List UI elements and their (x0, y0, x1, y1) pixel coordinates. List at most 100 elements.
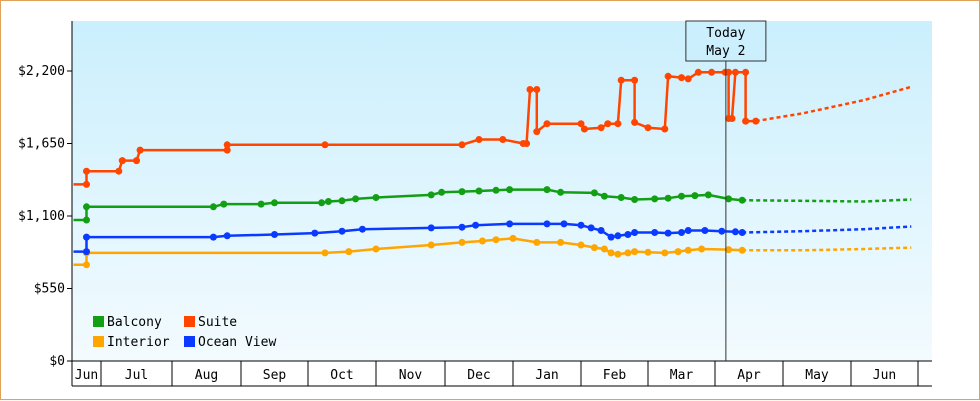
series-projection (755, 85, 912, 123)
data-point (684, 246, 692, 254)
data-point (664, 194, 672, 202)
data-point (83, 261, 90, 269)
axes: $0 $550 $1,100 $1,650 $2,200 Jun Jul Aug Sep Oct N… (18, 21, 932, 387)
x-tick-label: Jun (75, 368, 98, 383)
data-point (617, 194, 625, 201)
data-point (352, 195, 360, 203)
data-point (311, 229, 319, 237)
data-point (427, 224, 435, 232)
data-point (557, 188, 565, 196)
data-point (631, 248, 639, 256)
data-point (543, 186, 551, 194)
data-point (577, 120, 585, 128)
series-projection (742, 246, 912, 252)
legend-swatch (93, 336, 104, 347)
data-point (651, 195, 659, 203)
data-point (587, 224, 595, 232)
today-date: May 2 (706, 44, 745, 59)
legend-swatch (93, 316, 104, 327)
data-point (533, 86, 541, 93)
data-point (624, 249, 632, 257)
data-point (438, 188, 446, 196)
data-point (701, 227, 709, 234)
data-point (607, 233, 615, 241)
data-point (506, 186, 514, 194)
data-point (752, 117, 760, 125)
data-point (83, 216, 90, 224)
legend-label: Ocean View (198, 335, 276, 350)
data-point (725, 246, 733, 254)
data-point (577, 221, 585, 229)
data-point (543, 120, 551, 128)
data-point (631, 196, 639, 203)
y-tick-label: $1,100 (18, 209, 65, 224)
data-point (533, 238, 541, 246)
data-point (338, 197, 346, 205)
data-point (83, 180, 90, 188)
data-point (427, 191, 435, 199)
data-point (691, 192, 699, 200)
data-point (427, 241, 435, 249)
data-point (725, 68, 733, 76)
data-point (678, 74, 685, 82)
y-tick-label: $2,200 (18, 64, 65, 79)
legend: Balcony Suite Interior Ocean View (93, 315, 276, 350)
data-point (506, 220, 514, 228)
today-box (685, 20, 767, 62)
data-point (600, 245, 608, 253)
data-point (372, 194, 380, 201)
data-point (728, 115, 736, 122)
series-projection (742, 225, 912, 234)
data-point (684, 227, 692, 234)
data-point (257, 200, 265, 208)
data-point (708, 68, 716, 76)
data-point (223, 232, 231, 240)
data-point (631, 229, 639, 236)
data-point (458, 141, 466, 149)
data-point (526, 86, 534, 93)
legend-swatch (184, 336, 195, 347)
data-point (271, 199, 278, 207)
data-point (742, 117, 750, 125)
data-point (557, 238, 565, 246)
legend-item-suite: Suite (184, 315, 237, 330)
data-point (209, 203, 217, 211)
data-point (614, 232, 622, 240)
data-point (136, 146, 144, 154)
x-tick-label: Mar (670, 368, 694, 383)
data-point (472, 221, 480, 229)
data-point (738, 196, 746, 204)
data-point (614, 120, 622, 128)
data-point (704, 191, 712, 199)
legend-label: Suite (198, 315, 237, 330)
data-point (694, 68, 702, 76)
y-tick-label: $550 (34, 282, 65, 297)
series-interior (73, 234, 912, 269)
data-point (577, 241, 585, 249)
data-point (674, 248, 682, 256)
data-point (499, 136, 507, 143)
data-point (358, 225, 366, 233)
x-tick-label: Apr (737, 368, 761, 383)
x-tick-label: Nov (399, 368, 423, 383)
data-point (83, 167, 90, 175)
x-tick-label: Jan (535, 368, 558, 383)
data-point (631, 76, 639, 84)
data-point (580, 125, 588, 133)
data-point (698, 245, 706, 253)
series-projection (742, 198, 912, 203)
data-point (600, 192, 608, 200)
today-marker: Today May 2 (685, 20, 767, 361)
data-point (738, 246, 746, 254)
data-point (661, 125, 669, 133)
series-balcony (73, 186, 912, 224)
x-tick-label: Jun (873, 368, 896, 383)
x-tick-label: May (805, 368, 829, 383)
data-point (458, 188, 466, 196)
data-point (678, 229, 685, 236)
legend-item-ocean-view: Ocean View (184, 335, 276, 350)
data-point (83, 233, 90, 241)
series-layer (73, 68, 912, 269)
